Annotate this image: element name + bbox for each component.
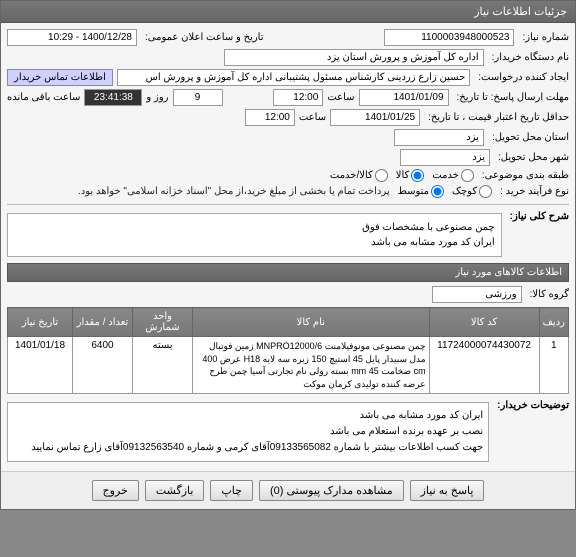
remain-time: 23:41:38 xyxy=(84,89,142,106)
description-box: چمن مصنوعی با مشخصات فوق ایران کد مورد م… xyxy=(7,213,502,257)
remarks-box: ایران کد مورد مشابه می باشد نصب بر عهده … xyxy=(7,402,489,462)
remain-suffix: ساعت باقی مانده xyxy=(7,92,80,103)
col-idx: ردیف xyxy=(539,308,568,337)
validity-date: 1401/01/25 xyxy=(330,109,420,126)
process-type-label: نوع فرآیند خرید : xyxy=(500,186,569,197)
city-value: یزد xyxy=(400,149,490,166)
need-no-value: 1100003948000523 xyxy=(384,29,514,46)
respond-button[interactable]: پاسخ به نیاز xyxy=(410,480,485,501)
print-button[interactable]: چاپ xyxy=(210,480,253,501)
radio-goods-service[interactable]: کالا/خدمت xyxy=(330,169,388,182)
buyer-label: نام دستگاه خریدار: xyxy=(492,52,569,63)
announce-value: 1400/12/28 - 10:29 xyxy=(7,29,137,46)
deadline-time: 12:00 xyxy=(273,89,323,106)
back-button[interactable]: بازگشت xyxy=(145,480,205,501)
col-code: کد کالا xyxy=(429,308,539,337)
desc-label: شرح کلی نیاز: xyxy=(510,211,569,222)
radio-goods[interactable]: کالا xyxy=(396,169,425,182)
col-date: تاریخ نیاز xyxy=(8,308,73,337)
validity-label: حداقل تاریخ اعتبار قیمت ، تا تاریخ: xyxy=(428,112,569,123)
need-no-label: شماره نیاز: xyxy=(522,32,569,43)
province-value: یزد xyxy=(394,129,484,146)
deadline-time-label: ساعت xyxy=(327,92,354,103)
buyer-value: اداره کل آموزش و پرورش استان یزد xyxy=(224,49,484,66)
goods-section-header: اطلاعات کالاهای مورد نیاز xyxy=(7,263,569,282)
validity-time-label: ساعت xyxy=(299,112,326,123)
radio-service[interactable]: خدمت xyxy=(432,169,474,182)
table-row[interactable]: 1 11724000074430072 چمن مصنوعی مونوفیلام… xyxy=(8,337,569,394)
validity-time: 12:00 xyxy=(245,109,295,126)
payment-note: پرداخت تمام یا بخشی از مبلغ خرید،از محل … xyxy=(78,186,390,197)
requester-label: ایجاد کننده درخواست: xyxy=(478,72,569,83)
province-label: استان محل تحویل: xyxy=(492,132,569,143)
radio-small[interactable]: کوچک xyxy=(452,185,492,198)
requester-value: حسین زارع زردینی کارشناس مسئول پشتیبانی … xyxy=(117,69,470,86)
items-table: ردیف کد کالا نام کالا واحد شمارش تعداد /… xyxy=(7,307,569,394)
exit-button[interactable]: خروج xyxy=(92,480,139,501)
goods-group-label: گروه کالا: xyxy=(530,289,569,300)
col-unit: واحد شمارش xyxy=(133,308,193,337)
announce-label: تاریخ و ساعت اعلان عمومی: xyxy=(145,32,264,43)
window-title: جزئیات اطلاعات نیاز xyxy=(1,1,575,23)
deadline-label: مهلت ارسال پاسخ: تا تاریخ: xyxy=(457,92,569,103)
deadline-date: 1401/01/09 xyxy=(359,89,449,106)
col-qty: تعداد / مقدار xyxy=(73,308,133,337)
attachments-button[interactable]: مشاهده مدارک پیوستی (0) xyxy=(259,480,404,501)
goods-group-value: ورزشی xyxy=(432,286,522,303)
col-name: نام کالا xyxy=(193,308,430,337)
category-label: طبقه بندی موضوعی: xyxy=(482,170,569,181)
city-label: شهر محل تحویل: xyxy=(498,152,569,163)
remain-days-label: روز و xyxy=(146,92,168,103)
contact-buyer-button[interactable]: اطلاعات تماس خریدار xyxy=(7,69,113,86)
remain-days: 9 xyxy=(173,89,223,106)
radio-medium[interactable]: متوسط xyxy=(398,185,444,198)
remarks-label: توضیحات خریدار: xyxy=(497,400,569,411)
